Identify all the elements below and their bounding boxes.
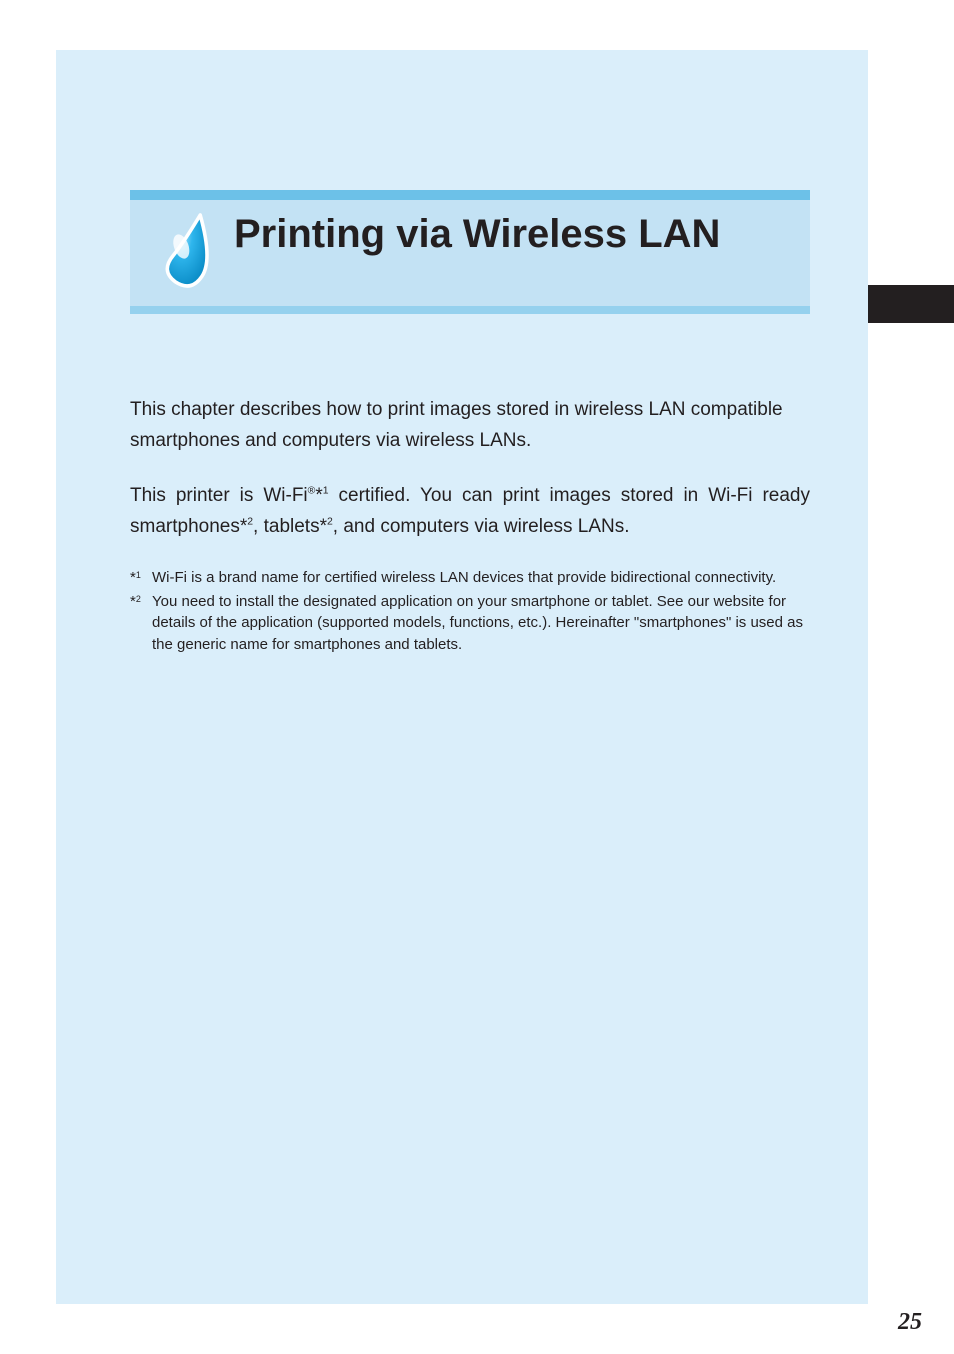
intro-paragraph: This chapter describes how to print imag… xyxy=(130,395,810,457)
chapter-header: Printing via Wireless LAN xyxy=(130,190,810,314)
teardrop-icon xyxy=(134,206,234,296)
footnote-2-text: You need to install the designated appli… xyxy=(152,591,810,656)
wifi-paragraph: This printer is Wi-Fi®*1 certified. You … xyxy=(130,481,810,543)
footnote-1-text: Wi-Fi is a brand name for certified wire… xyxy=(152,567,810,589)
para2-post: , and computers via wireless LANs. xyxy=(333,516,630,537)
page-number: 25 xyxy=(898,1309,922,1336)
header-bottom-bar xyxy=(130,306,810,314)
chapter-title: Printing via Wireless LAN xyxy=(234,206,720,260)
para2-pre: This printer is Wi-Fi xyxy=(130,485,308,506)
para2-mid2: , tablets* xyxy=(253,516,327,537)
body-text: This chapter describes how to print imag… xyxy=(130,395,810,658)
footnote-2: *2 You need to install the designated ap… xyxy=(130,591,810,656)
header-top-bar xyxy=(130,190,810,200)
footnote-2-marker: *2 xyxy=(130,591,152,656)
chapter-side-tab xyxy=(868,285,954,323)
page: Printing via Wireless LAN This chapter d… xyxy=(0,0,954,1354)
header-content-row: Printing via Wireless LAN xyxy=(130,200,810,306)
footnote-1-marker: *1 xyxy=(130,567,152,589)
para2-star: * xyxy=(315,485,322,506)
footnote-1: *1 Wi-Fi is a brand name for certified w… xyxy=(130,567,810,589)
